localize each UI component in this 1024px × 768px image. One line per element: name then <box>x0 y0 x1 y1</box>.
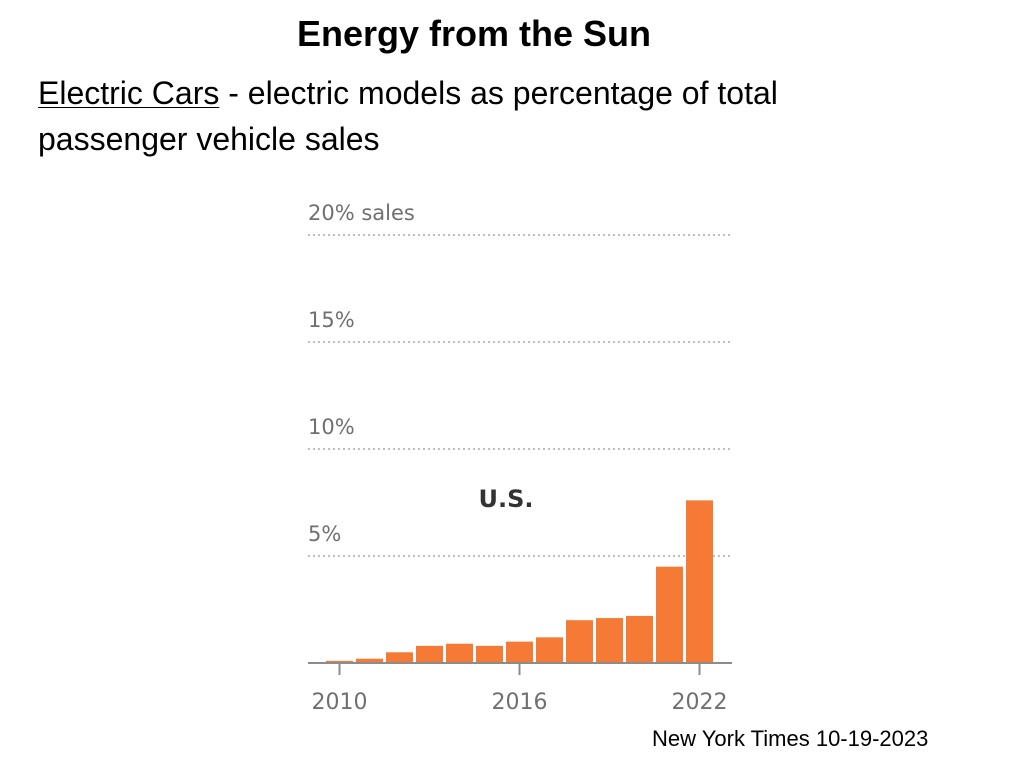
bar-2012 <box>386 652 413 663</box>
bar-2015 <box>476 645 503 663</box>
y-tick-label: 5% <box>308 522 341 546</box>
ev-sales-chart: 5% 10% 15% 20% sales 2010 2016 2022 U.S. <box>280 185 750 725</box>
bars <box>326 500 713 663</box>
bar-2010 <box>326 660 353 663</box>
bar-2020 <box>626 615 653 663</box>
x-tick-label: 2022 <box>672 690 728 715</box>
y-tick-label: 15% <box>308 308 355 332</box>
slide-title: Energy from the Sun <box>296 13 652 54</box>
bar-2014 <box>446 643 473 663</box>
bar-chart-svg: 5% 10% 15% 20% sales 2010 2016 2022 U.S. <box>308 201 732 715</box>
bar-2013 <box>416 645 443 663</box>
bar-2019 <box>596 618 623 663</box>
slide-subtitle: Electric Cars - electric models as perce… <box>38 70 898 162</box>
y-tick-label: 20% sales <box>308 201 415 225</box>
country-label: U.S. <box>478 485 533 513</box>
y-tick-label: 10% <box>308 415 355 439</box>
electric-cars-label: Electric Cars <box>38 75 220 111</box>
x-axis <box>308 662 732 675</box>
chart-labels: 5% 10% 15% 20% sales 2010 2016 2022 U.S. <box>308 201 728 715</box>
x-tick-label: 2010 <box>312 690 368 715</box>
bar-2022 <box>686 500 713 663</box>
bar-2021 <box>656 566 683 663</box>
gridlines <box>308 234 732 557</box>
source-credit: New York Times 10-19-2023 <box>652 726 929 751</box>
bar-2018 <box>566 620 593 663</box>
bar-2016 <box>506 641 533 663</box>
bar-2011 <box>356 658 383 663</box>
x-tick-label: 2016 <box>492 690 548 715</box>
bar-2017 <box>536 637 563 663</box>
subtitle-description: - electric models as percentage of total… <box>38 75 778 157</box>
